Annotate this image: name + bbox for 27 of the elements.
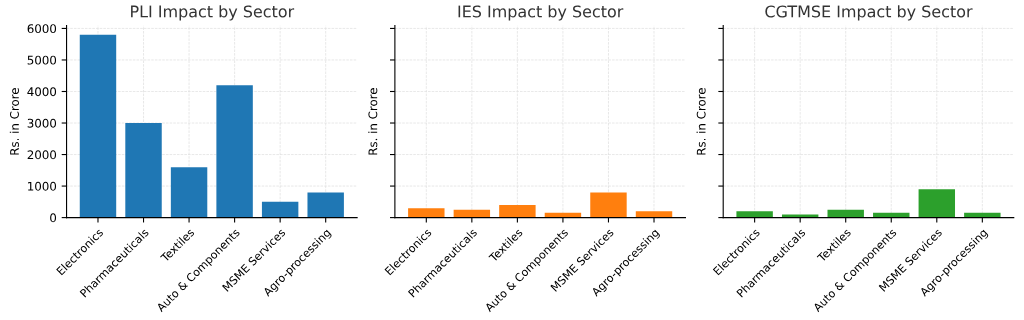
bar: [408, 208, 445, 218]
bar: [125, 123, 162, 218]
y-tick-label: 2000: [27, 150, 57, 160]
y-tick-label: 3000: [27, 118, 57, 128]
y-tick-label: 6000: [27, 24, 57, 34]
bar: [79, 34, 117, 218]
bar: [170, 167, 208, 218]
bar: [261, 201, 299, 218]
bar: [736, 211, 773, 218]
y-axis-title: Rs. in Crore: [9, 88, 19, 155]
y-tick-label: 0: [50, 213, 57, 223]
chart-title: CGTMSE Impact by Sector: [765, 5, 973, 21]
y-axis-title: Rs. in Crore: [368, 88, 378, 155]
chart-title: IES Impact by Sector: [458, 5, 624, 21]
bar: [635, 211, 673, 218]
bar: [499, 204, 536, 218]
bar: [918, 189, 956, 218]
y-tick-label: 4000: [27, 87, 57, 97]
bar: [590, 192, 627, 218]
bar: [307, 192, 344, 218]
bar: [827, 209, 864, 218]
y-tick-label: 5000: [27, 55, 57, 65]
chart-title: PLI Impact by Sector: [131, 5, 295, 21]
bar: [216, 85, 253, 218]
bar: [781, 214, 819, 218]
y-tick-label: 1000: [28, 181, 57, 191]
y-axis-title: Rs. in Crore: [696, 88, 706, 155]
